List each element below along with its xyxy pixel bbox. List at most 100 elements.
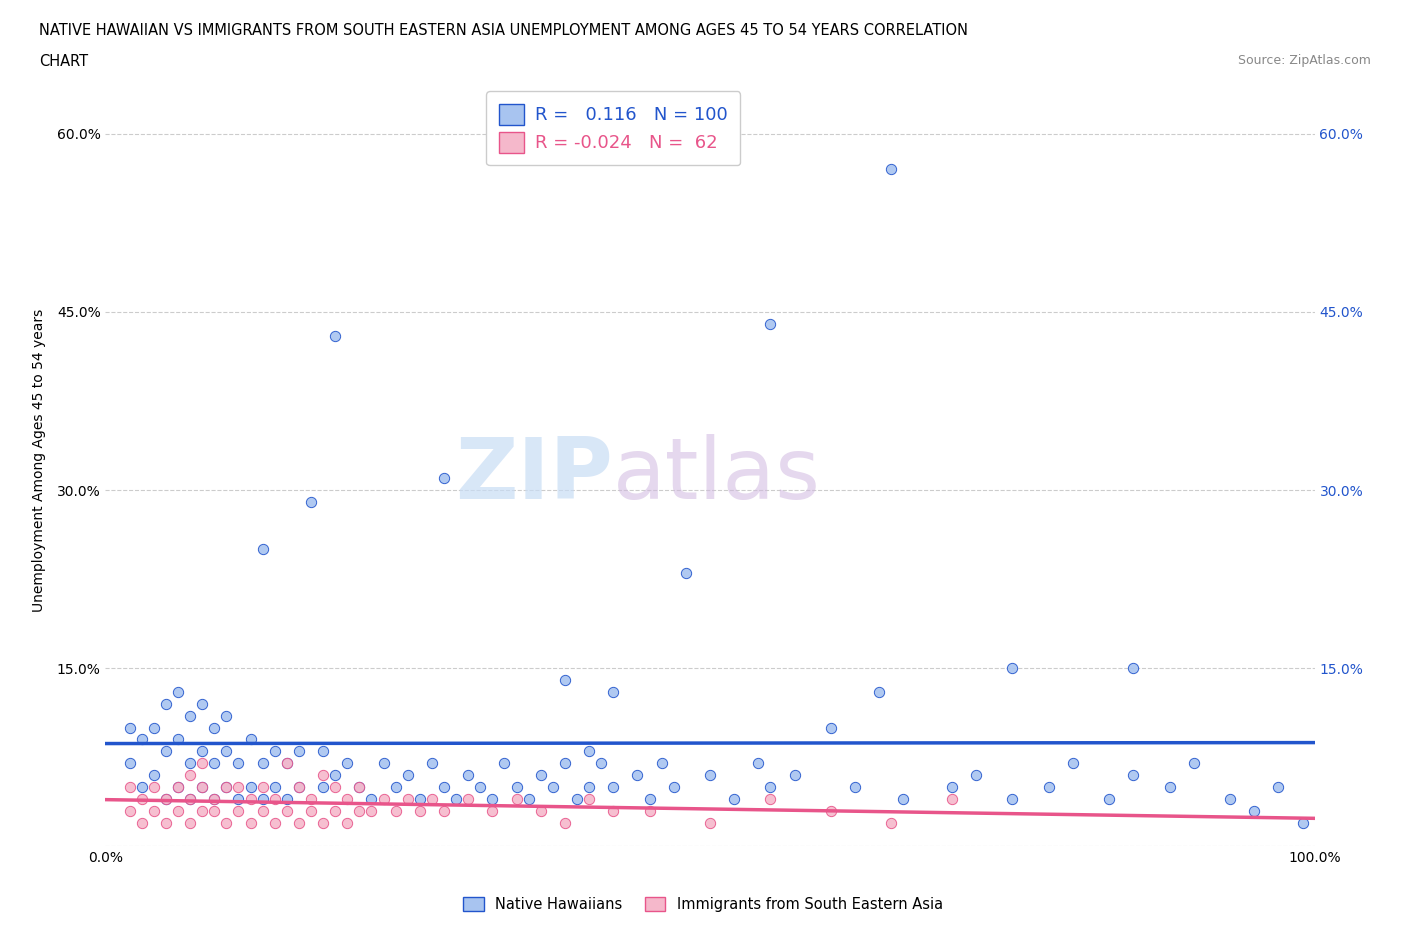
Point <box>202 804 225 818</box>
Point <box>1291 815 1313 830</box>
Point <box>1122 767 1144 782</box>
Point <box>118 756 141 771</box>
Point <box>179 756 201 771</box>
Point <box>299 804 322 818</box>
Point <box>396 767 419 782</box>
Point <box>155 744 177 759</box>
Point <box>565 791 588 806</box>
Point <box>602 779 624 794</box>
Point <box>179 791 201 806</box>
Point <box>131 815 153 830</box>
Point <box>323 328 346 343</box>
Point <box>276 756 298 771</box>
Point <box>299 791 322 806</box>
Point <box>675 565 697 580</box>
Point <box>323 804 346 818</box>
Point <box>360 791 382 806</box>
Point <box>820 804 842 818</box>
Point <box>554 756 576 771</box>
Point <box>578 744 600 759</box>
Point <box>651 756 673 771</box>
Point <box>699 767 721 782</box>
Point <box>494 756 516 771</box>
Point <box>155 791 177 806</box>
Point <box>276 804 298 818</box>
Point <box>602 804 624 818</box>
Point <box>131 732 153 747</box>
Point <box>1001 660 1024 675</box>
Y-axis label: Unemployment Among Ages 45 to 54 years: Unemployment Among Ages 45 to 54 years <box>31 309 45 612</box>
Point <box>1038 779 1060 794</box>
Point <box>252 804 274 818</box>
Point <box>155 697 177 711</box>
Point <box>215 709 238 724</box>
Point <box>360 804 382 818</box>
Point <box>263 779 285 794</box>
Point <box>191 697 214 711</box>
Point <box>312 815 335 830</box>
Point <box>723 791 745 806</box>
Point <box>288 779 311 794</box>
Text: ZIP: ZIP <box>456 434 613 517</box>
Point <box>349 804 371 818</box>
Point <box>373 791 395 806</box>
Point <box>131 779 153 794</box>
Point <box>239 815 262 830</box>
Point <box>288 744 311 759</box>
Legend: R =   0.116   N = 100, R = -0.024   N =  62: R = 0.116 N = 100, R = -0.024 N = 62 <box>486 91 741 166</box>
Point <box>444 791 467 806</box>
Point <box>965 767 987 782</box>
Point <box>215 779 238 794</box>
Point <box>1062 756 1084 771</box>
Point <box>276 791 298 806</box>
Point <box>880 162 903 177</box>
Point <box>323 779 346 794</box>
Point <box>202 791 225 806</box>
Point <box>312 744 335 759</box>
Point <box>312 767 335 782</box>
Point <box>191 804 214 818</box>
Point <box>142 779 165 794</box>
Point <box>118 720 141 735</box>
Point <box>1159 779 1181 794</box>
Point <box>747 756 769 771</box>
Point <box>530 804 553 818</box>
Point <box>336 756 359 771</box>
Text: NATIVE HAWAIIAN VS IMMIGRANTS FROM SOUTH EASTERN ASIA UNEMPLOYMENT AMONG AGES 45: NATIVE HAWAIIAN VS IMMIGRANTS FROM SOUTH… <box>39 23 969 38</box>
Point <box>252 542 274 557</box>
Point <box>239 779 262 794</box>
Point <box>179 767 201 782</box>
Point <box>131 791 153 806</box>
Point <box>349 779 371 794</box>
Point <box>312 779 335 794</box>
Point <box>941 779 963 794</box>
Point <box>626 767 648 782</box>
Point <box>228 804 250 818</box>
Point <box>844 779 866 794</box>
Point <box>215 779 238 794</box>
Point <box>263 815 285 830</box>
Point <box>409 804 432 818</box>
Point <box>1267 779 1289 794</box>
Point <box>1182 756 1205 771</box>
Point <box>215 815 238 830</box>
Point <box>1219 791 1241 806</box>
Point <box>191 779 214 794</box>
Point <box>759 316 782 331</box>
Point <box>1122 660 1144 675</box>
Text: atlas: atlas <box>613 434 821 517</box>
Point <box>941 791 963 806</box>
Point <box>384 779 406 794</box>
Point <box>202 791 225 806</box>
Point <box>167 684 190 699</box>
Point <box>299 495 322 510</box>
Point <box>433 804 456 818</box>
Point <box>155 791 177 806</box>
Point <box>457 791 479 806</box>
Point <box>142 767 165 782</box>
Point <box>191 744 214 759</box>
Point <box>202 756 225 771</box>
Point <box>263 791 285 806</box>
Point <box>541 779 564 794</box>
Point <box>118 779 141 794</box>
